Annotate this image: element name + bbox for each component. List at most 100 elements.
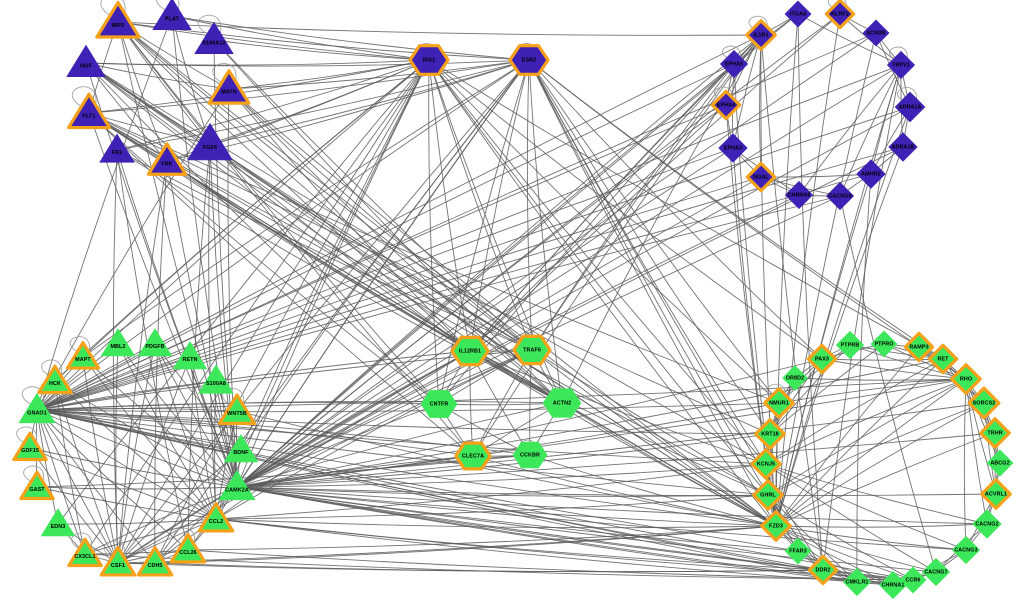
graph-node-chrna6[interactable] (785, 181, 813, 209)
edge (561, 402, 777, 527)
graph-node-csf1[interactable] (99, 545, 137, 577)
graph-node-adra1b[interactable] (888, 132, 918, 162)
graph-node-fzd3[interactable] (760, 510, 792, 542)
graph-node-cdh5[interactable] (136, 545, 174, 577)
graph-node-cckbr[interactable] (512, 441, 548, 469)
nodes-layer[interactable] (12, 0, 1014, 599)
graph-node-ccl2[interactable] (197, 501, 235, 533)
graph-node-itga8[interactable] (784, 0, 812, 28)
graph-node-or8d2[interactable] (782, 365, 808, 391)
edge (84, 518, 217, 555)
edge (85, 59, 530, 67)
graph-node-bdnf[interactable] (223, 434, 259, 463)
graph-node-ret[interactable] (927, 343, 959, 375)
edge (236, 486, 988, 525)
edge (769, 343, 885, 435)
graph-node-ccl26[interactable] (169, 532, 207, 564)
graph-node-matn[interactable] (207, 69, 251, 105)
graph-node-ffar3[interactable] (784, 537, 812, 565)
graph-node-trpv1[interactable] (887, 51, 915, 79)
graph-node-edn3[interactable] (40, 508, 76, 537)
graph-node-cacng2[interactable] (972, 509, 1002, 539)
graph-node-rho[interactable] (950, 363, 982, 395)
edge (36, 146, 904, 411)
graph-node-nmur1[interactable] (763, 387, 795, 419)
graph-node-mip2[interactable] (95, 1, 141, 39)
graph-node-mapt[interactable] (65, 341, 101, 370)
graph-node-ghrl[interactable] (752, 479, 784, 511)
graph-node-pdgfb[interactable] (137, 328, 173, 357)
edge (166, 160, 238, 488)
graph-node-plat[interactable] (152, 0, 192, 30)
graph-node-actn2[interactable] (542, 388, 582, 418)
graph-node-epha5[interactable] (720, 50, 748, 78)
graph-node-epha4[interactable] (710, 89, 742, 121)
graph-node-trhr[interactable] (979, 417, 1011, 449)
edge (171, 15, 530, 61)
graph-node-gast[interactable] (19, 470, 55, 501)
edge (84, 486, 238, 555)
graph-node-flt1[interactable] (66, 92, 112, 130)
edge (428, 59, 944, 360)
graph-node-kcnj5[interactable] (750, 448, 782, 480)
graph-node-adra1a[interactable] (894, 91, 926, 123)
graph-node-ramp3[interactable] (903, 331, 935, 363)
edge (116, 59, 430, 151)
edge (154, 343, 217, 520)
graph-node-irs1[interactable] (408, 44, 450, 76)
graph-node-s100a12[interactable] (194, 22, 234, 54)
graph-node-scn3b[interactable] (862, 19, 890, 47)
graph-node-fn1[interactable] (99, 133, 135, 163)
graph-node-cmklr1[interactable] (843, 568, 871, 596)
edge (775, 402, 985, 527)
graph-node-traf6[interactable] (512, 334, 552, 366)
graph-node-ptprb[interactable] (836, 331, 864, 359)
graph-node-acvrl1[interactable] (980, 478, 1012, 510)
graph-node-mbl2[interactable] (100, 328, 136, 357)
graph-node-gnao1[interactable] (18, 393, 56, 424)
graph-node-gdf15[interactable] (12, 431, 48, 462)
graph-node-klrf2[interactable] (824, 0, 856, 30)
graph-node-il1r1[interactable] (745, 19, 777, 51)
edge (36, 356, 191, 411)
edge (215, 518, 824, 571)
graph-node-cx3cl1[interactable] (67, 537, 103, 568)
graph-node-frk[interactable] (146, 142, 188, 176)
edge (469, 59, 530, 352)
graph-node-pax3[interactable] (806, 343, 838, 375)
graph-node-wnt5b[interactable] (218, 393, 256, 425)
edge (236, 194, 800, 488)
graph-node-sorcs2[interactable] (967, 386, 1001, 420)
graph-node-abcg2[interactable] (986, 449, 1014, 477)
graph-node-cacng8[interactable] (826, 182, 854, 210)
edge (166, 160, 563, 404)
graph-node-krt18[interactable] (754, 418, 786, 450)
graph-node-ccr6[interactable] (899, 566, 927, 594)
graph-node-ptpro[interactable] (870, 330, 898, 358)
edge (428, 59, 471, 352)
edge (117, 59, 430, 564)
graph-node-cacng7[interactable] (922, 558, 950, 586)
graph-node-hck[interactable] (37, 364, 73, 395)
graph-node-il12rb1[interactable] (450, 335, 490, 367)
graph-node-camk2a[interactable] (218, 470, 256, 501)
edge (29, 447, 119, 564)
graph-node-cntfr[interactable] (420, 390, 458, 418)
graph-node-fgf6[interactable] (187, 123, 233, 161)
edge (765, 378, 967, 465)
graph-node-epha3[interactable] (718, 133, 748, 163)
graph-node-retn[interactable] (172, 341, 208, 370)
graph-node-cacng3[interactable] (952, 536, 980, 564)
graph-node-ngf[interactable] (66, 45, 106, 77)
edge (57, 518, 217, 525)
graph-node-esr2[interactable] (508, 44, 550, 76)
graph-node-ddr2[interactable] (807, 554, 839, 586)
graph-node-chrna1[interactable] (879, 571, 907, 599)
graph-node-s100a8[interactable] (198, 364, 234, 394)
graph-node-clec7a[interactable] (454, 441, 492, 471)
graph-node-amhr2[interactable] (856, 159, 886, 189)
edge (117, 349, 533, 564)
graph-node-ngal[interactable] (745, 161, 777, 193)
